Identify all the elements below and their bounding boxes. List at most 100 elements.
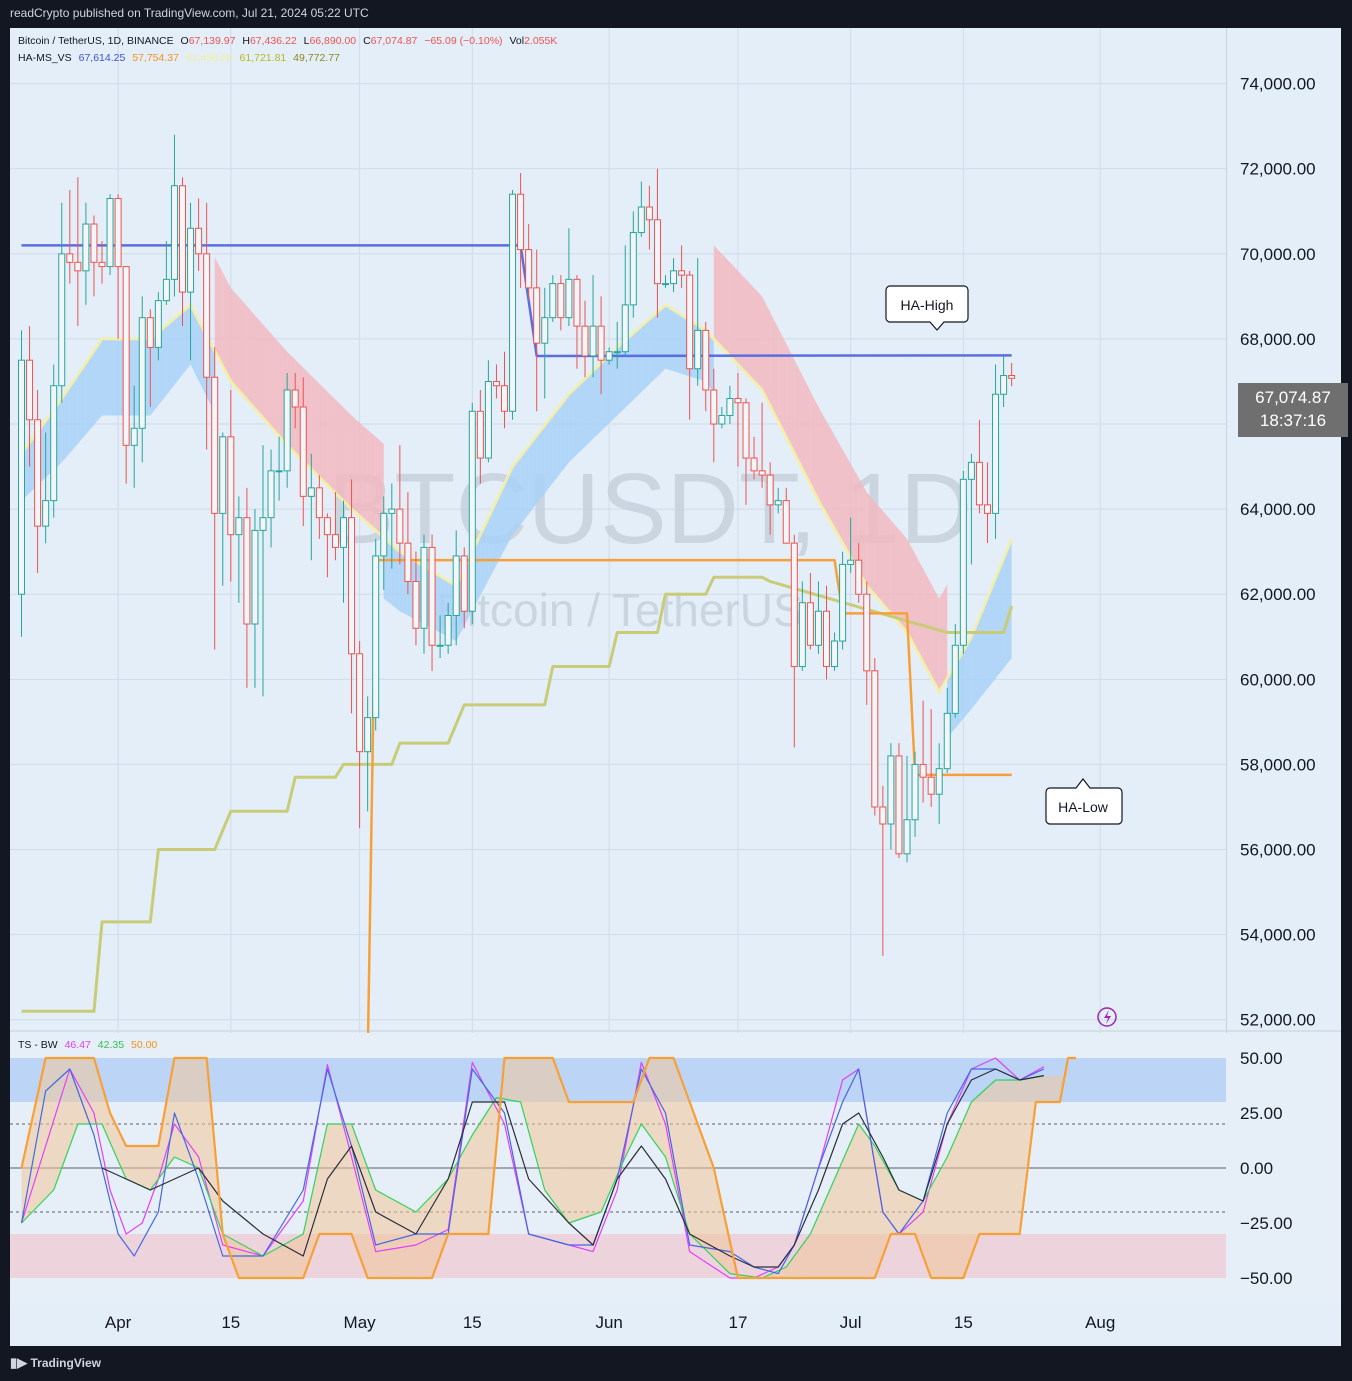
candle-body <box>436 644 444 647</box>
cloud-segment <box>665 304 674 372</box>
oscillator-fill <box>271 1247 280 1278</box>
lightning-icon[interactable] <box>1097 1007 1117 1027</box>
candle-body <box>323 517 331 536</box>
candle <box>235 496 243 603</box>
candle <box>798 581 806 671</box>
candle <box>670 258 678 293</box>
oscillator-fill <box>907 1193 916 1234</box>
candle <box>629 211 637 318</box>
candle <box>637 181 645 237</box>
candle <box>678 245 686 288</box>
oscillator-fill <box>826 1179 835 1278</box>
candle <box>291 372 299 429</box>
candle <box>187 202 195 361</box>
cloud-segment <box>480 517 489 596</box>
oscillator-fill <box>85 1058 94 1124</box>
oscillator-fill <box>786 1256 795 1278</box>
candle <box>146 309 154 408</box>
candle-body <box>927 776 935 795</box>
x-tick-label: Apr <box>105 1313 132 1332</box>
price-axis-border <box>1226 28 1227 1303</box>
candle-body <box>750 457 758 472</box>
candle-body <box>58 253 66 387</box>
candle <box>702 321 710 412</box>
candle <box>404 492 412 595</box>
candle-body <box>26 359 34 421</box>
candle-body <box>203 253 211 378</box>
cloud-segment <box>898 529 907 633</box>
candle <box>138 296 146 463</box>
indicator-name: HA-MS_VS <box>18 52 72 64</box>
candle <box>533 249 541 412</box>
oscillator-fill <box>1035 1075 1044 1102</box>
candle <box>130 385 138 488</box>
oscillator-pane: 50.00 25.00 0.00 −25.00 −50.00 <box>10 1033 1341 1303</box>
candle <box>154 292 162 361</box>
candle <box>790 534 798 748</box>
candle-body <box>863 593 871 672</box>
candle-body <box>718 415 726 425</box>
oscillator-fill <box>923 1186 932 1278</box>
candle-body <box>146 317 154 348</box>
cloud-segment <box>528 435 537 514</box>
candle <box>106 194 114 276</box>
candle <box>581 300 589 378</box>
candle-body <box>388 508 396 514</box>
candle <box>782 487 790 544</box>
cloud-segment <box>810 391 819 501</box>
candle-body <box>106 198 114 268</box>
cloud <box>20 245 1014 738</box>
candle <box>734 372 742 467</box>
oscillator-fill <box>456 1149 465 1234</box>
cloud-segment <box>971 617 980 710</box>
osc-y-tick-label: 0.00 <box>1240 1159 1273 1178</box>
cloud-segment <box>923 568 932 678</box>
cloud-segment <box>915 553 924 663</box>
candle <box>323 513 331 578</box>
ind-value-4: 61,721.81 <box>239 52 287 64</box>
oscillator-fill <box>810 1215 819 1278</box>
candle <box>774 487 782 514</box>
chart-frame[interactable]: BTCUSDT, 1D Bitcoin / TetherUS HA-High H… <box>10 28 1348 1346</box>
candle-body <box>823 610 830 668</box>
candle <box>605 347 613 365</box>
candle-body <box>18 359 25 595</box>
open-label: O <box>180 35 189 47</box>
candle <box>887 743 895 850</box>
candle <box>66 190 74 284</box>
osc-value-3: 50.00 <box>131 1039 158 1051</box>
x-tick-label: Jun <box>595 1313 622 1332</box>
oscillator-fill <box>150 1146 159 1190</box>
candle-body <box>501 385 508 412</box>
candle-body <box>992 393 1000 514</box>
candle <box>203 202 211 450</box>
osc-value-2: 42.35 <box>97 1039 125 1051</box>
osc-y-tick-label: 25.00 <box>1240 1104 1283 1123</box>
candle-body <box>98 261 106 268</box>
candle-body <box>951 644 959 714</box>
oscillator-fill <box>560 1080 569 1223</box>
candle-body <box>82 223 90 272</box>
cloud-segment <box>593 363 602 439</box>
candle <box>758 402 766 488</box>
ind-value-1: 67,614.25 <box>78 52 126 64</box>
oscillator-fill <box>987 1080 996 1234</box>
candle <box>694 258 702 386</box>
published-header: readCrypto published on TradingView.com,… <box>10 6 369 20</box>
candle-body <box>589 325 597 357</box>
x-tick-label: May <box>344 1313 377 1332</box>
oscillator-fill <box>246 1247 255 1278</box>
chart-canvas[interactable]: BTCUSDT, 1D Bitcoin / TetherUS HA-High H… <box>10 28 1341 1346</box>
x-tick-label: 17 <box>728 1313 747 1332</box>
candle-body <box>251 529 259 625</box>
oscillator-fill <box>963 1102 972 1278</box>
y-tick-label: 58,000.00 <box>1240 755 1316 774</box>
candle <box>227 389 235 582</box>
cloud-segment <box>254 315 263 418</box>
cloud-segment <box>520 445 529 525</box>
candle-body <box>943 712 951 770</box>
candle <box>814 581 822 654</box>
oscillator-fill <box>681 1080 690 1234</box>
oscillator-fill <box>399 1203 408 1278</box>
oscillator-fill <box>697 1124 706 1250</box>
